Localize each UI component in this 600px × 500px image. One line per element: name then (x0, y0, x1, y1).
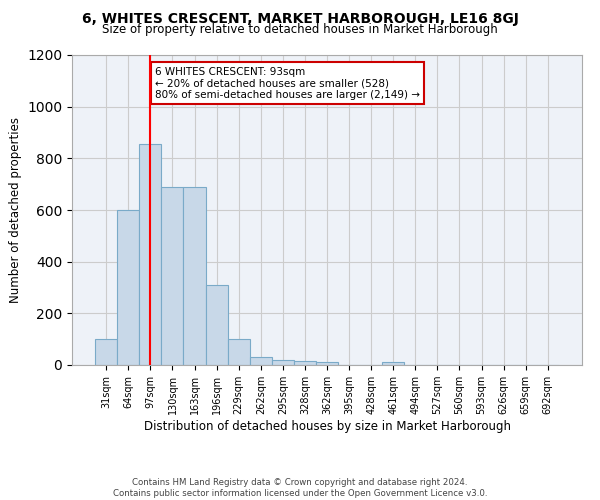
Bar (139, 144, 161, 365)
Bar (206, 285, 227, 365)
Text: 6 WHITES CRESCENT: 93sqm
← 20% of detached houses are smaller (528)
80% of semi-: 6 WHITES CRESCENT: 93sqm ← 20% of detach… (155, 66, 420, 100)
Text: Contains HM Land Registry data © Crown copyright and database right 2024.
Contai: Contains HM Land Registry data © Crown c… (113, 478, 487, 498)
Bar (250, 357, 272, 365)
Text: Size of property relative to detached houses in Market Harborough: Size of property relative to detached ho… (102, 22, 498, 36)
Text: 6, WHITES CRESCENT, MARKET HARBOROUGH, LE16 8GJ: 6, WHITES CRESCENT, MARKET HARBOROUGH, L… (82, 12, 518, 26)
Bar (272, 360, 294, 365)
Bar (117, 210, 139, 365)
Bar (161, 186, 184, 365)
Bar (294, 361, 316, 365)
Bar (184, 186, 206, 365)
X-axis label: Distribution of detached houses by size in Market Harborough: Distribution of detached houses by size … (143, 420, 511, 433)
Y-axis label: Number of detached properties: Number of detached properties (8, 117, 22, 303)
Bar (316, 362, 338, 365)
Bar (227, 339, 250, 365)
Bar (382, 362, 404, 365)
Bar (95, 339, 117, 365)
